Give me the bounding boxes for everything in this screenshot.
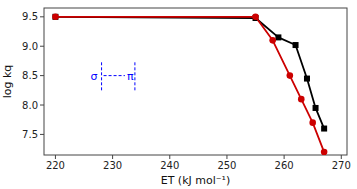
- x-tick: [169, 155, 170, 159]
- point-marker: [269, 37, 276, 44]
- point-marker: [293, 42, 299, 48]
- x-tick: [341, 155, 342, 159]
- annotation: σπ: [91, 61, 135, 90]
- plot-area: [52, 14, 327, 155]
- point-marker: [309, 119, 316, 126]
- y-tick: [40, 105, 44, 106]
- annotation-text: π: [127, 70, 134, 83]
- point-marker: [321, 126, 327, 132]
- y-tick-label: 8.5: [22, 70, 38, 81]
- series-line: [55, 17, 324, 152]
- x-axis-label: ET (kJ mol⁻¹): [161, 174, 231, 187]
- x-tick-label: 240: [160, 160, 179, 171]
- x-tick: [112, 155, 113, 159]
- point-marker: [52, 14, 59, 21]
- plot-frame: [44, 8, 347, 155]
- y-tick: [40, 75, 44, 76]
- x-tick: [55, 155, 56, 159]
- y-tick: [40, 16, 44, 17]
- x-tick-label: 230: [103, 160, 122, 171]
- point-marker: [52, 14, 58, 20]
- x-tick: [284, 155, 285, 159]
- annotation-line: [104, 75, 125, 76]
- y-tick: [40, 46, 44, 47]
- x-tick-label: 220: [46, 160, 65, 171]
- y-axis-label: log kq: [1, 65, 14, 99]
- point-marker: [321, 149, 328, 155]
- y-tick-label: 9.5: [22, 11, 38, 22]
- point-marker: [287, 72, 294, 79]
- x-tick: [226, 155, 227, 159]
- y-tick: [40, 134, 44, 135]
- x-tick-label: 260: [275, 160, 294, 171]
- series-line: [55, 17, 324, 129]
- annotation-line: [134, 61, 135, 90]
- y-tick-label: 7.5: [22, 129, 38, 140]
- point-marker: [275, 34, 281, 40]
- chart: 220 230 240 250 260 270 7.5 8.0 8.5 9.0 9.5 ET (kJ …: [0, 0, 357, 189]
- y-tick-label: 8.0: [22, 100, 38, 111]
- annotation-text: σ: [91, 70, 98, 83]
- point-marker: [304, 76, 310, 82]
- x-tick-label: 270: [332, 160, 351, 171]
- point-marker: [313, 105, 319, 111]
- point-marker: [252, 14, 259, 21]
- x-tick-label: 250: [217, 160, 236, 171]
- annotation-line: [101, 61, 102, 90]
- point-marker: [298, 96, 305, 103]
- y-tick-label: 9.0: [22, 41, 38, 52]
